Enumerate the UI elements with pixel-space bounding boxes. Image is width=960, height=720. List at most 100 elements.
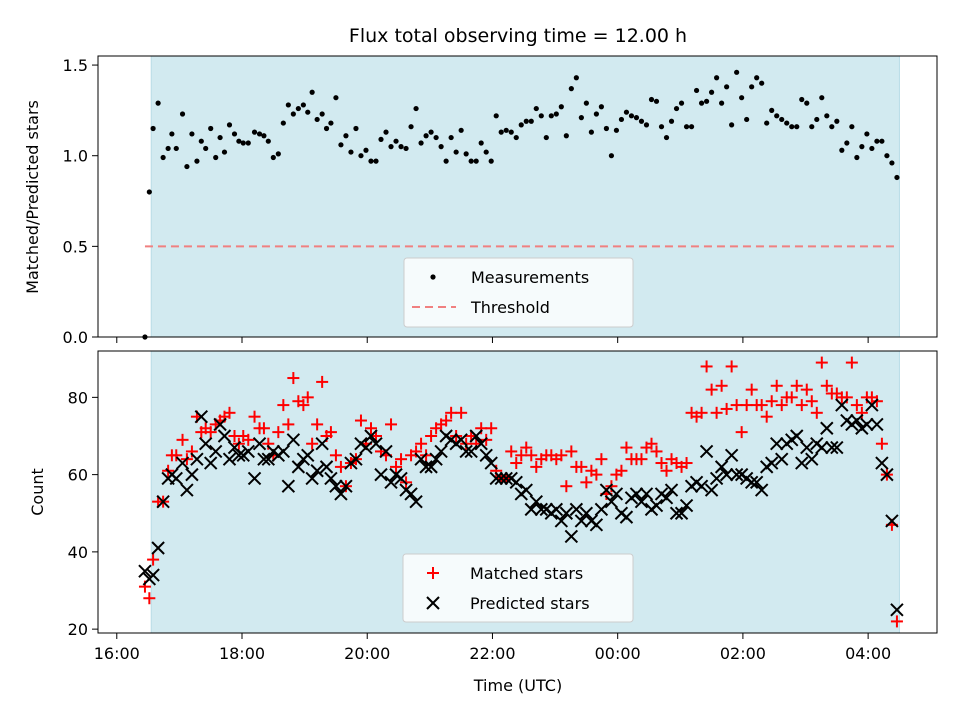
matched-stars-point xyxy=(740,399,753,412)
predicted-stars-point xyxy=(394,471,408,486)
predicted-stars-point xyxy=(454,433,468,447)
predicted-stars-point xyxy=(764,456,779,470)
measurement-point xyxy=(804,100,810,106)
measurement-point xyxy=(498,129,504,135)
predicted-stars-point xyxy=(424,460,438,474)
predicted-stars-point xyxy=(549,502,564,517)
predicted-stars-point xyxy=(674,506,689,520)
predicted-stars-point xyxy=(529,494,543,509)
predicted-stars-point xyxy=(719,467,734,482)
chart-title: Flux total observing time = 12.00 h xyxy=(349,25,687,47)
predicted-stars-point xyxy=(875,456,889,470)
predicted-stars-point xyxy=(865,398,879,412)
measurement-point xyxy=(221,149,228,155)
predicted-stars-point xyxy=(198,437,213,451)
measurement-point xyxy=(683,124,690,130)
measurement-point xyxy=(160,154,166,161)
predicted-stars-point xyxy=(524,502,538,517)
measurement-point xyxy=(623,109,630,115)
measurement-point xyxy=(839,147,845,153)
measurement-point xyxy=(849,124,855,130)
measurement-point xyxy=(275,151,281,157)
measurement-point xyxy=(724,84,730,90)
matched-stars-point xyxy=(805,395,818,408)
predicted-stars-point xyxy=(820,421,834,435)
measurement-point xyxy=(513,134,519,141)
matched-stars-point xyxy=(730,399,743,412)
top-y-tick-label: 1.0 xyxy=(63,147,88,166)
predicted-stars-point xyxy=(564,529,579,544)
measurement-point xyxy=(618,116,625,123)
measurement-point xyxy=(203,145,209,152)
predicted-stars-point xyxy=(825,440,839,455)
bottom-y-tick-label: 40 xyxy=(68,543,88,562)
measurement-point xyxy=(448,134,454,141)
predicted-stars-point xyxy=(709,471,724,486)
measurement-point xyxy=(438,144,444,150)
measurement-point xyxy=(261,133,267,139)
matched-stars-point xyxy=(845,356,858,369)
x-tick-label: 16:00 xyxy=(94,644,140,663)
measurement-point xyxy=(458,127,464,133)
matched-stars-point xyxy=(297,399,310,412)
measurement-point xyxy=(256,131,263,137)
predicted-stars-point xyxy=(744,475,759,490)
matched-stars-point xyxy=(364,422,377,435)
predicted-stars-point xyxy=(305,471,319,486)
predicted-stars-point xyxy=(217,429,232,443)
matched-stars-point xyxy=(525,449,538,462)
x-tick-label: 02:00 xyxy=(720,644,766,663)
measurement-point xyxy=(543,134,549,141)
matched-stars-point xyxy=(850,399,863,412)
measurement-point xyxy=(628,113,635,119)
matched-stars-point xyxy=(760,410,773,423)
top-y-tick-label: 0.0 xyxy=(63,328,88,347)
predicted-stars-point xyxy=(324,471,338,486)
matched-stars-point xyxy=(660,464,673,477)
measurement-point xyxy=(769,107,775,113)
predicted-stars-point xyxy=(414,452,428,466)
predicted-stars-point xyxy=(213,417,227,432)
measurement-point xyxy=(165,145,171,152)
matched-stars-point xyxy=(329,449,342,462)
predicted-stars-point xyxy=(559,506,574,520)
bottom-y-tick-label: 80 xyxy=(68,388,88,407)
predicted-stars-point xyxy=(830,440,844,455)
predicted-stars-point xyxy=(815,440,829,455)
measurement-point xyxy=(568,86,574,92)
measurement-point xyxy=(251,129,258,135)
predicted-stars-point xyxy=(890,603,904,617)
measurement-point xyxy=(653,98,660,104)
measurement-point xyxy=(648,96,655,103)
measurement-point xyxy=(150,125,156,132)
predicted-stars-point xyxy=(329,479,343,493)
x-tick-label: 00:00 xyxy=(595,644,641,663)
predicted-stars-point xyxy=(434,444,448,459)
matched-stars-point xyxy=(745,383,758,396)
bottom-y-tick-label: 20 xyxy=(68,620,88,639)
matched-stars-point xyxy=(875,437,888,450)
matched-stars-point xyxy=(565,445,578,458)
predicted-stars-point xyxy=(694,479,709,493)
top-yticks: 0.0 0.5 1.0 1.5 xyxy=(63,56,98,347)
measurement-point xyxy=(563,133,569,139)
measurement-point xyxy=(179,111,186,117)
predicted-stars-point xyxy=(534,502,548,517)
measurement-point xyxy=(373,158,379,164)
predicted-stars-point xyxy=(790,429,804,443)
predicted-stars-point xyxy=(724,448,739,463)
legend-measurements-label: Measurements xyxy=(471,268,589,287)
measurement-point xyxy=(189,131,195,137)
matched-stars-point xyxy=(595,453,608,466)
matched-stars-point xyxy=(176,433,189,446)
matched-stars-point xyxy=(425,429,438,442)
measurement-point xyxy=(443,158,449,164)
bottom-y-axis-label: Count xyxy=(28,468,47,516)
measurement-point xyxy=(834,118,840,124)
measurement-point xyxy=(363,147,369,153)
matched-stars-point xyxy=(765,395,778,408)
measurement-point xyxy=(844,140,850,146)
measurement-point xyxy=(488,158,494,164)
top-panel: 0.0 0.5 1.0 1.5 Matched/Predicted stars Mea… xyxy=(23,55,938,347)
measurement-point xyxy=(708,89,715,95)
